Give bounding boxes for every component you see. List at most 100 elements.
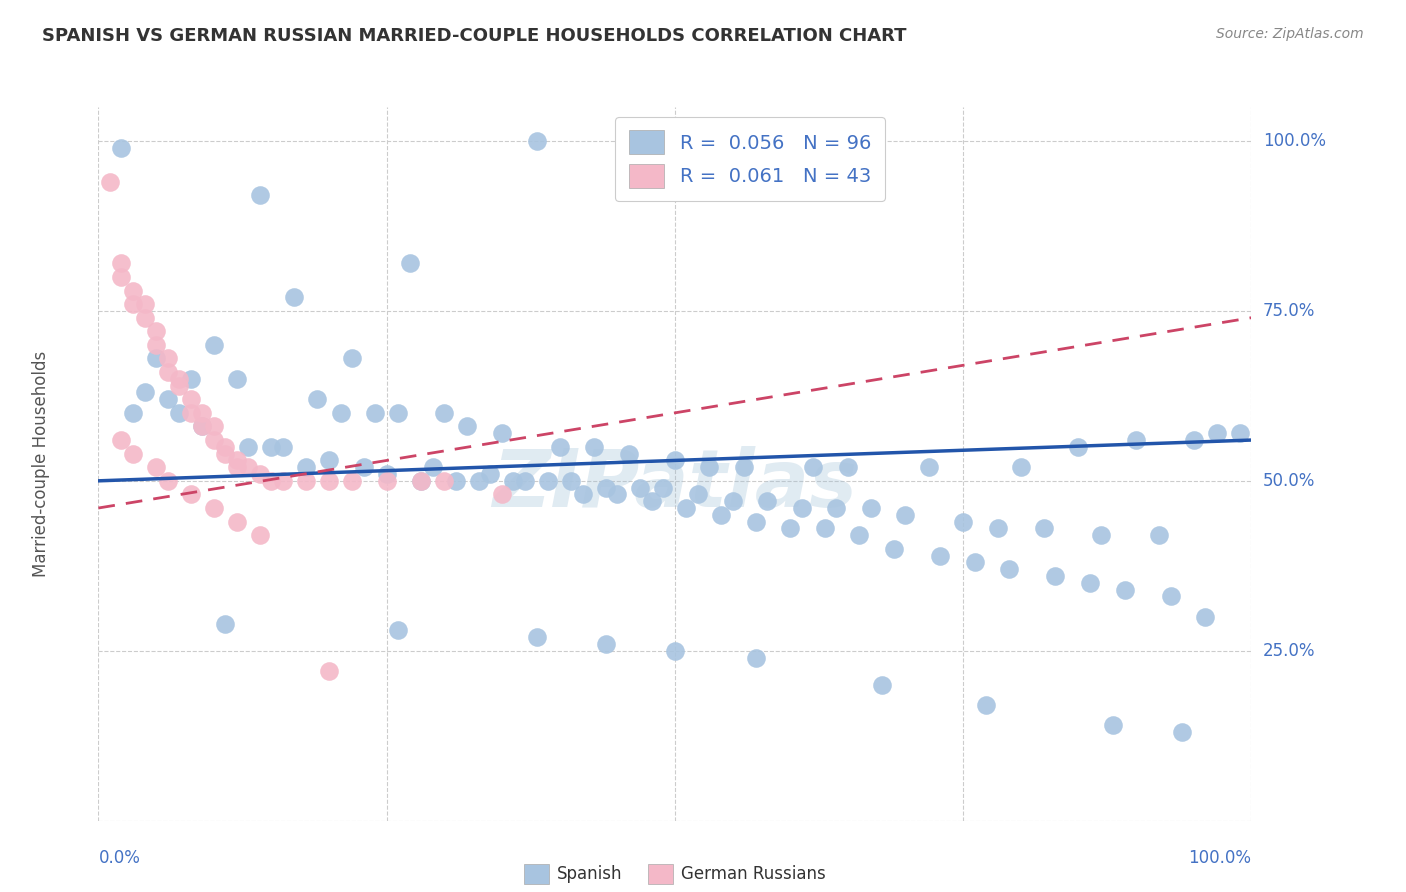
Point bbox=[202, 433, 225, 447]
Point bbox=[271, 474, 294, 488]
Point bbox=[271, 440, 294, 454]
Text: Source: ZipAtlas.com: Source: ZipAtlas.com bbox=[1216, 27, 1364, 41]
Point bbox=[1182, 433, 1205, 447]
Point bbox=[595, 481, 617, 495]
Point bbox=[526, 630, 548, 644]
Point bbox=[1125, 433, 1147, 447]
Point bbox=[122, 297, 145, 311]
Point bbox=[617, 447, 640, 461]
Point bbox=[214, 447, 236, 461]
Point bbox=[998, 562, 1021, 576]
Point bbox=[134, 297, 156, 311]
Point bbox=[180, 372, 202, 386]
Legend: Spanish, German Russians: Spanish, German Russians bbox=[517, 857, 832, 891]
Point bbox=[963, 555, 986, 569]
Point bbox=[1067, 440, 1090, 454]
Point bbox=[191, 406, 214, 420]
Point bbox=[295, 460, 318, 475]
Point bbox=[721, 494, 744, 508]
Point bbox=[917, 460, 939, 475]
Point bbox=[444, 474, 467, 488]
Point bbox=[110, 433, 132, 447]
Point bbox=[491, 487, 513, 501]
Point bbox=[214, 616, 236, 631]
Point bbox=[513, 474, 536, 488]
Point bbox=[1010, 460, 1032, 475]
Point bbox=[456, 419, 478, 434]
Point bbox=[433, 406, 456, 420]
Point bbox=[1171, 725, 1194, 739]
Text: ZIPatlas: ZIPatlas bbox=[492, 446, 858, 524]
Point bbox=[340, 474, 363, 488]
Point bbox=[929, 549, 952, 563]
Point bbox=[548, 440, 571, 454]
Point bbox=[98, 175, 121, 189]
Point bbox=[422, 460, 444, 475]
Point bbox=[156, 365, 179, 379]
Point bbox=[652, 481, 675, 495]
Point bbox=[411, 474, 433, 488]
Point bbox=[191, 419, 214, 434]
Point bbox=[225, 372, 247, 386]
Point bbox=[375, 474, 398, 488]
Point bbox=[1205, 426, 1227, 441]
Text: 75.0%: 75.0% bbox=[1263, 301, 1315, 320]
Point bbox=[307, 392, 329, 407]
Point bbox=[628, 481, 651, 495]
Point bbox=[606, 487, 628, 501]
Point bbox=[537, 474, 560, 488]
Point bbox=[779, 521, 801, 535]
Point bbox=[329, 406, 352, 420]
Point bbox=[110, 141, 132, 155]
Point bbox=[122, 284, 145, 298]
Point bbox=[987, 521, 1010, 535]
Point bbox=[686, 487, 709, 501]
Point bbox=[744, 515, 766, 529]
Point bbox=[375, 467, 398, 481]
Point bbox=[167, 406, 190, 420]
Point bbox=[595, 637, 617, 651]
Point bbox=[883, 541, 905, 556]
Point bbox=[756, 494, 779, 508]
Point bbox=[837, 460, 859, 475]
Point bbox=[225, 515, 247, 529]
Point bbox=[1090, 528, 1112, 542]
Point bbox=[1229, 426, 1251, 441]
Point bbox=[167, 378, 190, 392]
Point bbox=[571, 487, 593, 501]
Point bbox=[1194, 609, 1216, 624]
Point bbox=[167, 372, 190, 386]
Point bbox=[1078, 575, 1101, 590]
Point bbox=[249, 188, 271, 202]
Point bbox=[664, 644, 686, 658]
Point bbox=[340, 351, 363, 366]
Point bbox=[1045, 569, 1067, 583]
Point bbox=[318, 664, 340, 678]
Point bbox=[710, 508, 733, 522]
Point bbox=[801, 460, 824, 475]
Point bbox=[974, 698, 997, 712]
Point bbox=[398, 256, 420, 270]
Point bbox=[180, 406, 202, 420]
Point bbox=[641, 494, 664, 508]
Point bbox=[859, 501, 882, 516]
Point bbox=[134, 310, 156, 325]
Point bbox=[156, 351, 179, 366]
Point bbox=[225, 453, 247, 467]
Point bbox=[180, 487, 202, 501]
Point bbox=[387, 624, 409, 638]
Point bbox=[318, 474, 340, 488]
Point bbox=[249, 528, 271, 542]
Point bbox=[260, 440, 283, 454]
Point bbox=[952, 515, 974, 529]
Point bbox=[699, 460, 721, 475]
Point bbox=[214, 440, 236, 454]
Text: 100.0%: 100.0% bbox=[1263, 132, 1326, 150]
Point bbox=[733, 460, 755, 475]
Point bbox=[1032, 521, 1054, 535]
Point bbox=[387, 406, 409, 420]
Point bbox=[353, 460, 375, 475]
Point bbox=[872, 678, 894, 692]
Point bbox=[894, 508, 917, 522]
Text: Married-couple Households: Married-couple Households bbox=[32, 351, 49, 577]
